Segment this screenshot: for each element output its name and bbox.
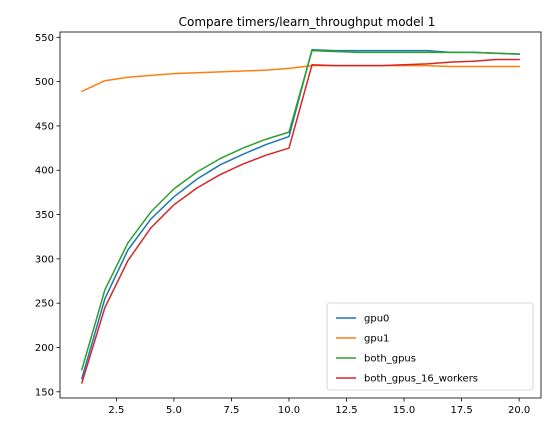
- x-tick-label: 2.5: [108, 405, 124, 416]
- x-axis: 2.5 5.0 7.5 10.0 12.5 15.0 17.5 20.0: [108, 398, 530, 416]
- plot-frame: [59, 31, 542, 399]
- x-tick-label: 12.5: [335, 405, 357, 416]
- legend-label-both-gpus-16-workers: both_gpus_16_workers: [364, 374, 478, 385]
- legend-label-both-gpus: both_gpus: [364, 354, 416, 365]
- x-tick-label: 10.0: [278, 405, 300, 416]
- x-tick-label: 7.5: [224, 405, 240, 416]
- x-tick-label: 20.0: [508, 405, 530, 416]
- legend-label-gpu0: gpu0: [364, 314, 389, 325]
- series-line-both-gpus: [80, 49, 520, 371]
- x-tick-label: 17.5: [450, 405, 472, 416]
- x-tick-label: 5.0: [166, 405, 182, 416]
- y-tick-label: 150: [35, 387, 54, 398]
- y-tick-label: 350: [35, 210, 54, 221]
- y-tick-label: 200: [35, 343, 54, 354]
- x-tick-label: 15.0: [393, 405, 415, 416]
- y-tick-label: 550: [35, 33, 54, 44]
- series-layer: [80, 48, 520, 384]
- y-tick-label: 300: [35, 254, 54, 265]
- legend: gpu0 gpu1 both_gpus both_gpus_16_workers: [326, 302, 534, 391]
- y-tick-label: 400: [35, 166, 54, 177]
- series-line-both-gpus-16-workers: [80, 58, 520, 384]
- legend-box: [326, 302, 534, 391]
- y-axis: 150 200 250 300 350 400 450 500 550: [35, 33, 60, 398]
- y-tick-label: 500: [35, 77, 54, 88]
- legend-label-gpu1: gpu1: [364, 334, 389, 345]
- y-tick-label: 450: [35, 121, 54, 132]
- chart-title: Compare timers/learn_throughput model 1: [179, 15, 436, 29]
- series-line-gpu1: [80, 64, 520, 93]
- y-tick-label: 250: [35, 299, 54, 310]
